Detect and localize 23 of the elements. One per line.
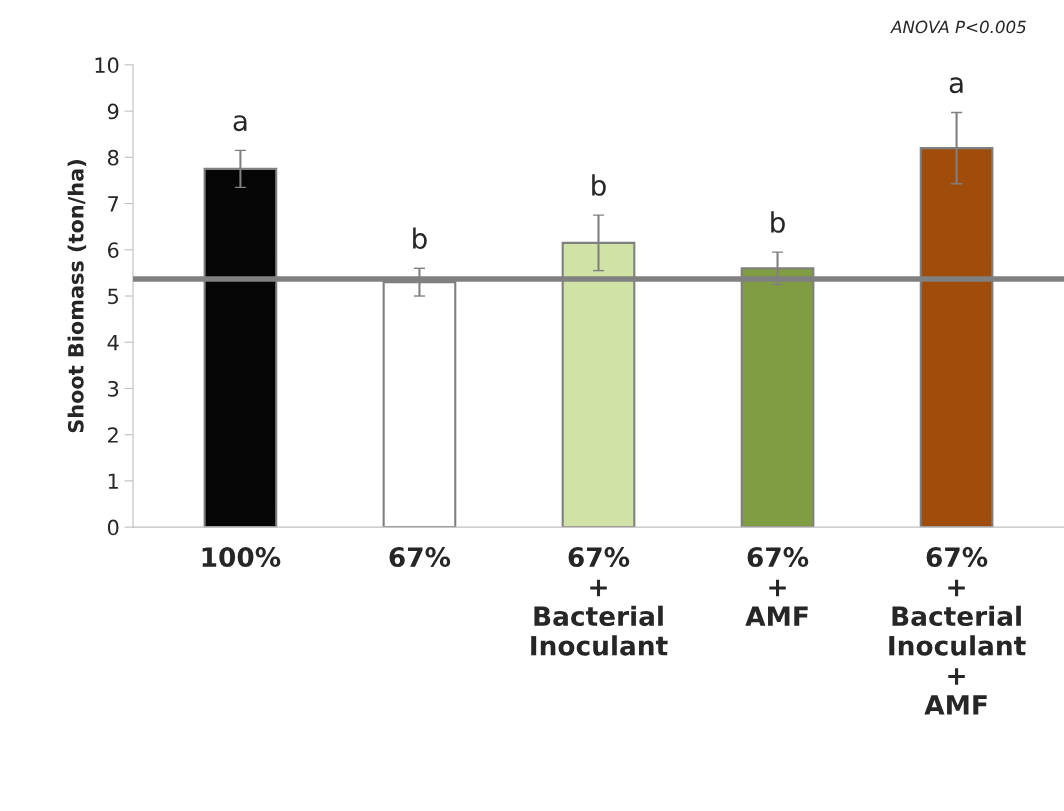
y-tick-label: 9 — [107, 103, 119, 120]
y-tick-label: 2 — [108, 427, 118, 443]
y-tick-label: 6 — [108, 242, 119, 258]
y-tick-label: 10 — [95, 57, 119, 74]
x-tick-label: 67% — [389, 547, 451, 568]
text: ANOVA P<0.005 — [890, 20, 1026, 34]
x-tick-label: 67% + AMF — [745, 547, 809, 626]
annotation: b — [771, 211, 785, 233]
y-tick-label: 8 — [107, 149, 119, 166]
annotation: b — [413, 227, 427, 250]
x-tick-label: 67% + Bacterial Inoculant + AMF — [889, 547, 1026, 715]
annotation: a — [949, 77, 963, 94]
y-tick-label: 3 — [108, 380, 119, 397]
x-tick-label: 100% — [202, 547, 281, 568]
y-tick-label: 1 — [108, 473, 118, 489]
y-axis-title: Shoot Biomass (ton/ha) — [67, 160, 87, 433]
y-tick-label: 7 — [108, 196, 119, 212]
y-tick-label: 0 — [107, 519, 119, 536]
x-tick-label: 67% + Bacterial Inoculant — [531, 547, 668, 656]
y-tick-label: 5 — [108, 288, 118, 305]
annotation: b — [592, 174, 606, 196]
annotation: a — [233, 115, 247, 132]
y-tick-label: 4 — [107, 334, 119, 351]
